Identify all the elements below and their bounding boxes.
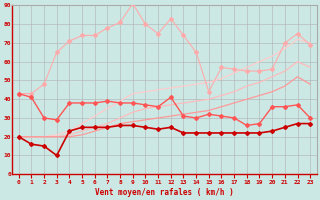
X-axis label: Vent moyen/en rafales ( km/h ): Vent moyen/en rafales ( km/h ) (95, 188, 234, 197)
